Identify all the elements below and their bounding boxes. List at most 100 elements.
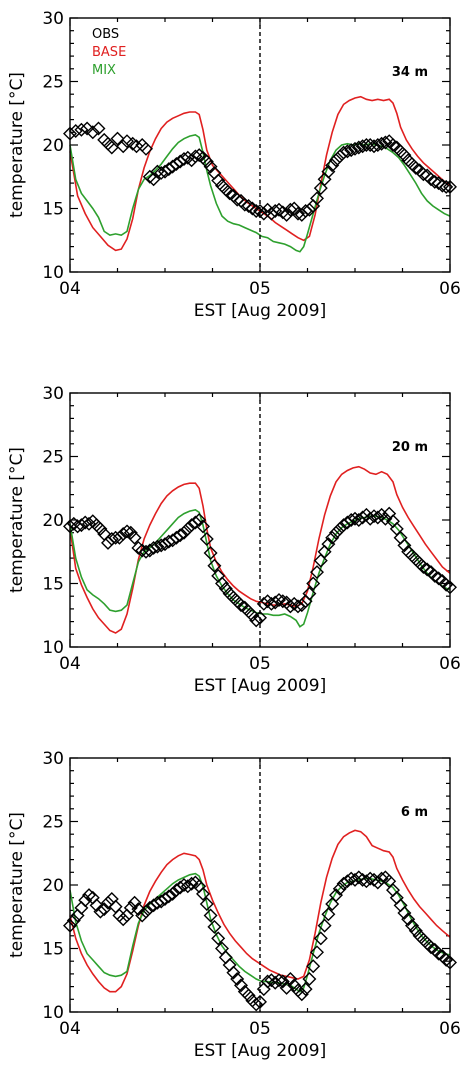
- obs-point: [253, 994, 267, 1009]
- obs-point: [234, 978, 248, 993]
- obs-point: [378, 511, 393, 526]
- obs-point: [363, 511, 378, 526]
- obs-point: [104, 140, 119, 155]
- obs-point: [397, 148, 412, 163]
- obs-point: [431, 571, 446, 586]
- obs-point: [131, 902, 146, 917]
- obs-point: [283, 971, 298, 986]
- obs-point: [329, 525, 343, 540]
- obs-point: [427, 174, 442, 189]
- x-axis-label: EST [Aug 2009]: [194, 301, 326, 321]
- obs-point: [129, 139, 144, 154]
- depth-label: 6 m: [401, 805, 428, 820]
- obs-point: [359, 874, 374, 889]
- obs-point: [89, 898, 104, 913]
- obs-markers: [63, 121, 457, 222]
- obs-point: [249, 997, 264, 1012]
- obs-point: [199, 154, 214, 169]
- obs-point: [230, 971, 245, 986]
- x-tick-label-06: 06: [439, 654, 461, 674]
- obs-point: [332, 881, 347, 896]
- obs-point: [161, 889, 176, 904]
- obs-point: [112, 530, 127, 545]
- y-tick-label-10: 10: [42, 1003, 64, 1023]
- obs-point: [325, 530, 340, 545]
- legend-obs: OBS: [92, 27, 119, 42]
- obs-point: [401, 912, 416, 927]
- obs-point: [93, 904, 108, 919]
- obs-point: [355, 139, 370, 154]
- obs-point: [427, 568, 442, 583]
- obs-point: [203, 908, 218, 923]
- obs-point: [272, 593, 286, 607]
- obs-point: [275, 974, 290, 989]
- obs-point: [313, 181, 328, 196]
- y-tick-label-20: 20: [42, 511, 64, 531]
- obs-point: [196, 886, 210, 901]
- obs-point: [74, 518, 89, 533]
- obs-point: [344, 871, 359, 886]
- y-tick-label-20: 20: [42, 876, 64, 896]
- obs-point: [222, 186, 237, 201]
- obs-point: [355, 872, 370, 887]
- obs-point: [101, 895, 115, 910]
- obs-point: [351, 870, 366, 885]
- obs-point: [310, 565, 324, 580]
- obs-point: [306, 576, 321, 591]
- obs-point: [203, 546, 218, 561]
- obs-point: [211, 173, 226, 188]
- obs-point: [268, 595, 283, 610]
- obs-point: [344, 143, 359, 158]
- obs-point: [348, 141, 362, 156]
- obs-point: [234, 598, 248, 613]
- obs-point: [218, 581, 233, 596]
- obs-point: [340, 874, 355, 889]
- obs-point: [279, 207, 294, 222]
- obs-point: [424, 172, 438, 187]
- series-lines: [69, 829, 451, 993]
- obs-point: [283, 202, 298, 217]
- obs-point: [165, 886, 180, 901]
- obs-point: [215, 576, 229, 591]
- y-tick-label-15: 15: [42, 575, 64, 595]
- obs-point: [302, 202, 317, 217]
- x-tick-label-05: 05: [249, 279, 271, 299]
- obs-point: [302, 586, 317, 601]
- y-tick-label-30: 30: [42, 749, 64, 769]
- obs-point: [294, 598, 309, 613]
- obs-point: [321, 537, 336, 552]
- obs-point: [146, 540, 161, 555]
- obs-point: [317, 918, 332, 933]
- obs-point: [408, 923, 423, 938]
- obs-point: [82, 888, 96, 903]
- obs-point: [74, 900, 89, 915]
- obs-point: [139, 141, 153, 156]
- obs-point: [85, 125, 100, 140]
- obs-point: [173, 880, 188, 895]
- obs-point: [127, 895, 142, 910]
- obs-point: [78, 515, 93, 530]
- y-tick-label-15: 15: [42, 940, 64, 960]
- obs-point: [397, 538, 412, 553]
- obs-point: [97, 902, 112, 917]
- obs-point: [367, 872, 381, 887]
- obs-point: [74, 122, 89, 137]
- obs-point: [336, 145, 351, 160]
- obs-point: [127, 530, 142, 545]
- obs-point: [110, 131, 125, 146]
- obs-point: [424, 940, 438, 955]
- y-tick-label-10: 10: [42, 638, 64, 658]
- y-axis-label: temperature [°C]: [7, 447, 27, 593]
- obs-point: [329, 888, 343, 903]
- obs-point: [313, 931, 328, 946]
- obs-point: [408, 160, 423, 175]
- obs-point: [91, 121, 106, 136]
- obs-point: [245, 608, 260, 623]
- series-line-base: [69, 829, 451, 993]
- obs-point: [310, 191, 324, 206]
- obs-point: [374, 871, 389, 886]
- depth-label: 34 m: [392, 65, 428, 80]
- obs-point: [139, 904, 153, 919]
- x-tick-label-05: 05: [249, 1019, 271, 1039]
